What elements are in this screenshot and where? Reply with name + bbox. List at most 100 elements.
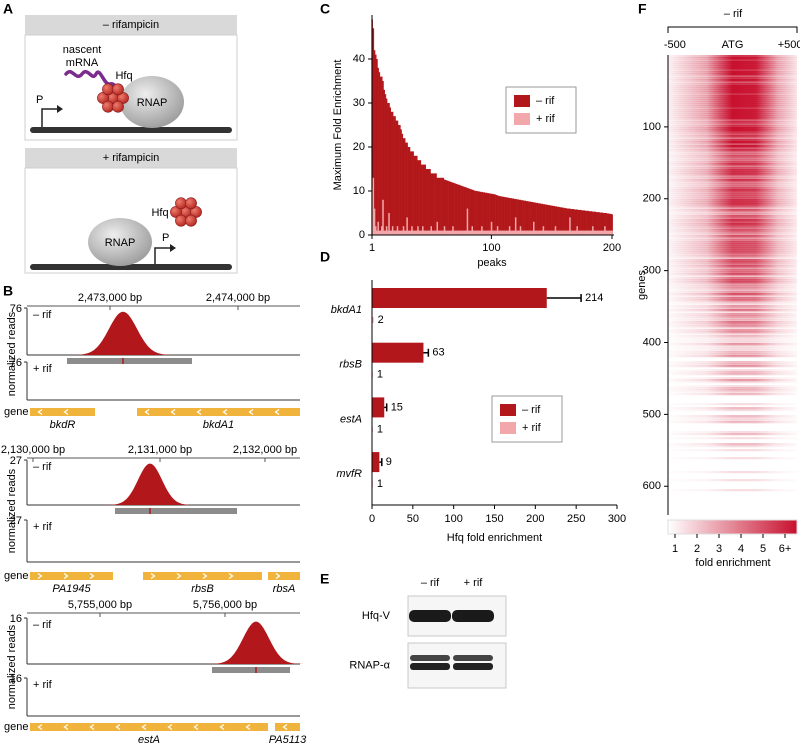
bar <box>463 230 465 235</box>
bar <box>412 230 414 235</box>
heatmap-row <box>668 205 797 208</box>
peak-region <box>115 508 237 514</box>
bar <box>499 196 501 235</box>
panel-label: F <box>638 1 647 17</box>
x-tick-label: 0 <box>369 513 375 525</box>
x-tick-label: 300 <box>608 513 626 525</box>
bar <box>413 155 416 235</box>
bar <box>438 230 441 235</box>
bar <box>594 211 597 235</box>
bar <box>507 197 510 235</box>
bar <box>377 221 379 235</box>
bar <box>479 191 482 235</box>
bar <box>431 173 434 235</box>
bar <box>500 230 502 235</box>
bar <box>604 213 606 235</box>
gene-name: bkdR <box>50 419 76 431</box>
value-label: 214 <box>585 292 603 304</box>
gene-direction <box>89 573 95 579</box>
heatmap-row <box>668 361 797 364</box>
bar <box>442 230 445 235</box>
bar <box>479 230 482 235</box>
bar <box>379 230 382 235</box>
track-label: – rif <box>33 619 52 631</box>
heatmap-row <box>668 127 797 130</box>
bar <box>608 213 611 235</box>
bar <box>471 189 474 235</box>
bar <box>381 226 383 235</box>
bar <box>387 230 389 235</box>
bar <box>461 186 464 235</box>
bar <box>575 209 577 235</box>
y-tick-label: 40 <box>353 53 365 65</box>
y-tick-label: 400 <box>643 336 661 348</box>
bar <box>461 230 464 235</box>
bar <box>403 230 406 235</box>
gene-direction <box>37 409 43 415</box>
bar <box>493 230 495 235</box>
bar <box>385 98 388 235</box>
bar <box>424 164 426 235</box>
box-title: – rifampicin <box>103 19 159 31</box>
heatmap-row <box>668 251 797 254</box>
x-tick-label: 250 <box>567 513 585 525</box>
arrow-head <box>170 244 176 252</box>
heatmap-row <box>668 443 797 446</box>
heatmap-row <box>668 371 797 374</box>
heatmap-row <box>668 377 797 380</box>
heatmap-row <box>668 317 797 320</box>
track-label: – rif <box>33 309 52 321</box>
bar <box>507 230 510 235</box>
bar <box>600 212 603 235</box>
heatmap-row <box>668 177 797 180</box>
bar <box>372 452 380 473</box>
heatmap-row <box>668 313 797 316</box>
bar <box>478 191 481 235</box>
heatmap-row <box>668 315 797 318</box>
bar <box>435 173 437 235</box>
bar <box>608 230 611 235</box>
bar <box>524 230 527 235</box>
bar <box>545 204 547 235</box>
gene-direction <box>63 409 69 415</box>
heatmap-row <box>668 65 797 68</box>
bar <box>500 196 502 235</box>
bar <box>475 191 477 235</box>
bar <box>599 212 601 235</box>
bar <box>485 192 488 235</box>
value-label: 9 <box>386 456 392 468</box>
bar <box>580 209 582 235</box>
bar <box>602 213 605 235</box>
bar <box>596 230 599 235</box>
gene <box>30 572 113 580</box>
bar <box>554 206 557 235</box>
heatmap-row <box>668 107 797 110</box>
bar <box>553 205 556 235</box>
bar <box>430 173 432 235</box>
heatmap-row <box>668 61 797 64</box>
column-label: + rif <box>464 577 484 589</box>
bar <box>488 193 490 235</box>
bar <box>602 230 605 235</box>
bar <box>582 210 584 235</box>
gene-direction <box>219 724 225 730</box>
bar <box>471 226 474 235</box>
bar <box>610 230 612 235</box>
heatmap-row <box>668 91 797 94</box>
bar <box>535 230 537 235</box>
heatmap-row <box>668 263 797 266</box>
bar <box>423 230 425 235</box>
bar <box>419 230 422 235</box>
heatmap-row <box>668 69 797 72</box>
bar <box>531 202 534 235</box>
gene <box>268 572 300 580</box>
gene-name: estA <box>138 734 160 746</box>
heatmap-row <box>668 179 797 182</box>
bar <box>588 230 590 235</box>
gene-direction <box>193 724 199 730</box>
bar <box>470 189 472 235</box>
heatmap-row <box>668 199 797 202</box>
band <box>410 663 450 670</box>
bar <box>545 230 547 235</box>
bar <box>504 230 506 235</box>
